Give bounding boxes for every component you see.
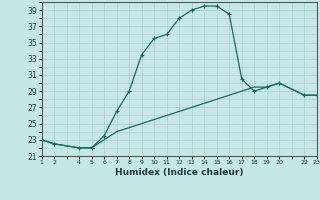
X-axis label: Humidex (Indice chaleur): Humidex (Indice chaleur) [115, 168, 244, 177]
